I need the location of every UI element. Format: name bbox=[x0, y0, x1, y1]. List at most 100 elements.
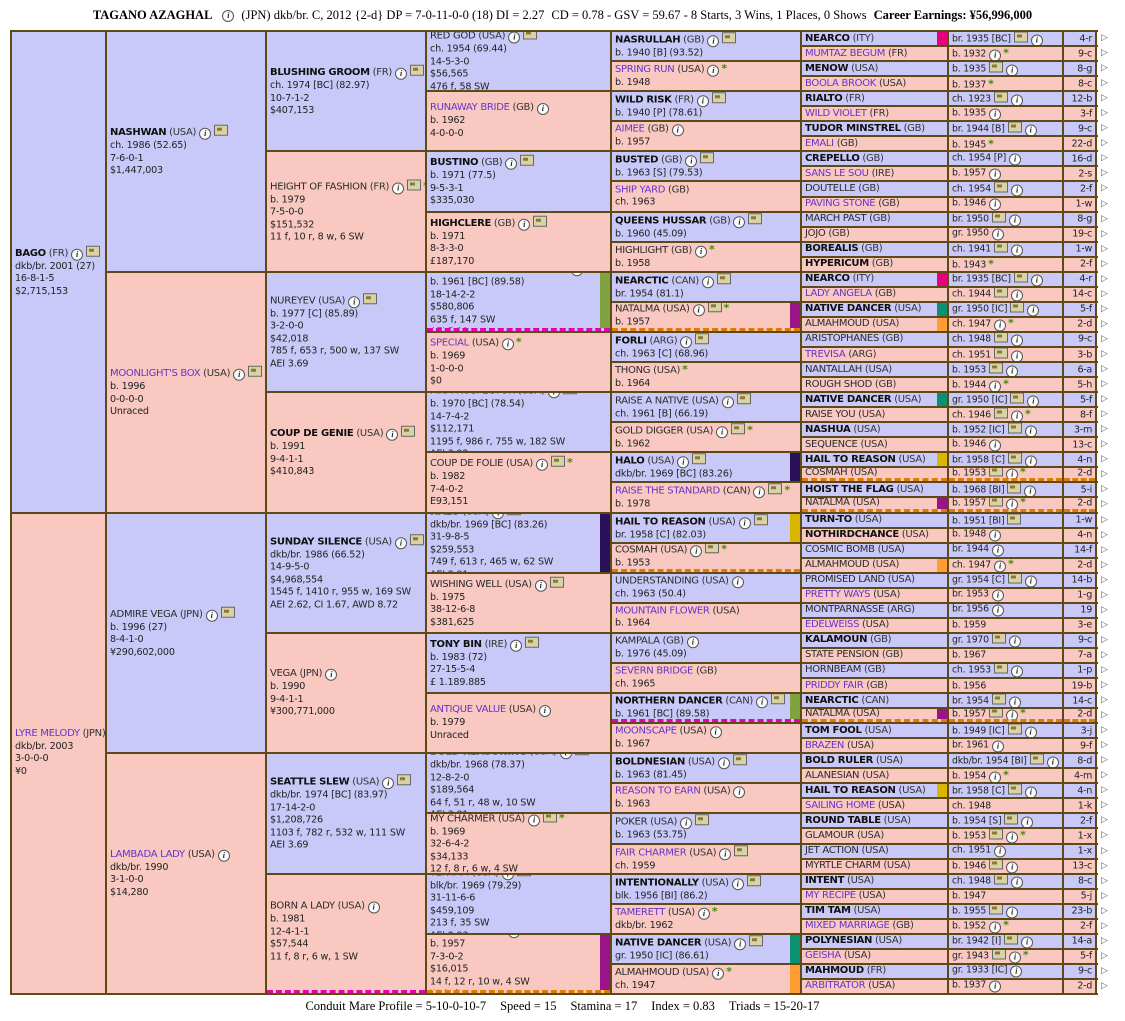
horse-name[interactable]: ALMAHMOUD bbox=[805, 318, 870, 330]
horse-photo-icon[interactable] bbox=[753, 513, 768, 525]
horse-photo-icon[interactable] bbox=[991, 949, 1006, 960]
horse-photo-icon[interactable] bbox=[1013, 272, 1028, 283]
info-icon[interactable]: i bbox=[536, 459, 549, 472]
info-icon[interactable]: i bbox=[677, 456, 690, 469]
horse-name[interactable]: TONY BIN bbox=[430, 638, 482, 650]
horse-name[interactable]: UNDERSTANDING bbox=[615, 574, 699, 586]
horse-photo-icon[interactable] bbox=[993, 408, 1008, 419]
info-icon[interactable]: i bbox=[993, 560, 1006, 572]
horse-name[interactable]: HAIL TO REASON bbox=[805, 453, 896, 465]
horse-name[interactable]: MIXED MARRIAGE bbox=[805, 920, 890, 932]
horse-photo-icon[interactable] bbox=[549, 576, 564, 588]
expand-arrow[interactable]: ▷ bbox=[1097, 874, 1112, 888]
horse-name[interactable]: POKER bbox=[615, 816, 648, 828]
info-icon[interactable]: i bbox=[671, 124, 684, 137]
info-icon[interactable]: i bbox=[1006, 861, 1019, 873]
info-icon[interactable]: i bbox=[733, 215, 746, 228]
horse-photo-icon[interactable] bbox=[1010, 302, 1025, 313]
horse-name[interactable]: TUDOR MINSTREL bbox=[805, 122, 901, 134]
expand-arrow[interactable]: ▷ bbox=[1097, 182, 1112, 196]
horse-name[interactable]: COSMAH bbox=[615, 544, 658, 556]
info-icon[interactable]: i bbox=[222, 9, 235, 22]
expand-arrow[interactable]: ▷ bbox=[1097, 302, 1112, 316]
horse-name[interactable]: MOONSCAPE bbox=[615, 725, 677, 737]
horse-name[interactable]: NEARCO bbox=[805, 273, 850, 285]
expand-arrow[interactable]: ▷ bbox=[1097, 363, 1112, 377]
expand-arrow[interactable]: ▷ bbox=[1097, 453, 1112, 467]
expand-arrow[interactable]: ▷ bbox=[1097, 483, 1112, 497]
info-icon[interactable]: i bbox=[1006, 468, 1019, 479]
expand-arrow[interactable]: ▷ bbox=[1097, 393, 1112, 407]
horse-name[interactable]: CREPELLO bbox=[805, 152, 860, 164]
horse-name[interactable]: ALMAHMOUD bbox=[615, 966, 680, 978]
horse-photo-icon[interactable] bbox=[734, 844, 749, 856]
horse-name[interactable]: HORNBEAM bbox=[805, 664, 862, 676]
horse-photo-icon[interactable] bbox=[993, 332, 1008, 343]
horse-name[interactable]: SEQUENCE bbox=[805, 438, 858, 450]
horse-photo-icon[interactable] bbox=[748, 212, 763, 224]
info-icon[interactable]: i bbox=[1024, 425, 1037, 437]
info-icon[interactable]: i bbox=[1010, 184, 1023, 196]
horse-name[interactable]: NATALMA bbox=[430, 935, 475, 937]
info-icon[interactable]: i bbox=[709, 726, 722, 739]
horse-photo-icon[interactable] bbox=[993, 182, 1008, 193]
expand-arrow[interactable]: ▷ bbox=[1097, 784, 1112, 798]
info-icon[interactable]: i bbox=[1010, 334, 1023, 346]
info-icon[interactable]: i bbox=[989, 529, 1002, 542]
horse-name[interactable]: NORTHERN DANCER bbox=[615, 694, 723, 706]
info-icon[interactable]: i bbox=[1021, 816, 1034, 828]
horse-photo-icon[interactable] bbox=[736, 393, 751, 405]
expand-arrow[interactable]: ▷ bbox=[1097, 498, 1112, 512]
horse-name[interactable]: NATIVE DANCER bbox=[615, 937, 702, 949]
info-icon[interactable]: i bbox=[394, 67, 407, 80]
info-icon[interactable]: i bbox=[510, 639, 523, 652]
info-icon[interactable]: i bbox=[1024, 485, 1037, 497]
horse-photo-icon[interactable] bbox=[1010, 393, 1025, 404]
horse-name[interactable]: LAMBADA LADY bbox=[110, 848, 185, 860]
expand-arrow[interactable]: ▷ bbox=[1097, 152, 1112, 166]
horse-photo-icon[interactable] bbox=[732, 754, 747, 766]
horse-name[interactable]: NATALMA bbox=[805, 498, 850, 509]
horse-photo-icon[interactable] bbox=[991, 694, 1006, 705]
expand-arrow[interactable]: ▷ bbox=[1097, 347, 1112, 362]
info-icon[interactable]: i bbox=[1027, 304, 1040, 316]
horse-name[interactable]: RUNAWAY BRIDE bbox=[430, 102, 510, 114]
info-icon[interactable]: i bbox=[1008, 696, 1021, 708]
info-icon[interactable]: i bbox=[1030, 274, 1043, 286]
horse-name[interactable]: WISHING WELL bbox=[430, 578, 502, 590]
horse-name[interactable]: HALO bbox=[430, 514, 460, 517]
horse-name[interactable]: FORLI bbox=[615, 335, 647, 347]
horse-photo-icon[interactable] bbox=[768, 483, 783, 495]
expand-arrow[interactable]: ▷ bbox=[1097, 438, 1112, 452]
horse-photo-icon[interactable] bbox=[989, 829, 1004, 840]
horse-photo-icon[interactable] bbox=[407, 179, 422, 191]
horse-photo-icon[interactable] bbox=[551, 456, 566, 468]
info-icon[interactable]: i bbox=[534, 579, 547, 592]
info-icon[interactable]: i bbox=[695, 245, 708, 258]
horse-name[interactable]: NASHWAN bbox=[110, 127, 167, 139]
horse-photo-icon[interactable] bbox=[989, 859, 1004, 870]
expand-arrow[interactable]: ▷ bbox=[1097, 769, 1112, 783]
info-icon[interactable]: i bbox=[1030, 34, 1043, 46]
info-icon[interactable]: i bbox=[1010, 94, 1023, 106]
info-icon[interactable]: i bbox=[217, 849, 230, 862]
horse-photo-icon[interactable] bbox=[1007, 724, 1022, 735]
horse-name[interactable]: MENOW bbox=[805, 62, 849, 74]
horse-name[interactable]: QUEENS HUSSAR bbox=[615, 214, 707, 226]
info-icon[interactable]: i bbox=[505, 158, 518, 171]
expand-arrow[interactable]: ▷ bbox=[1097, 844, 1112, 858]
horse-name[interactable]: EDELWEISS bbox=[805, 619, 860, 631]
horse-name[interactable]: TENTAM bbox=[430, 875, 469, 878]
info-icon[interactable]: i bbox=[696, 95, 709, 108]
info-icon[interactable]: i bbox=[71, 248, 84, 261]
info-icon[interactable]: i bbox=[991, 228, 1004, 241]
horse-photo-icon[interactable] bbox=[248, 365, 263, 377]
horse-name[interactable]: BORN A LADY bbox=[270, 900, 335, 912]
horse-name[interactable]: HALO bbox=[615, 455, 645, 467]
info-icon[interactable]: i bbox=[205, 609, 218, 622]
horse-name[interactable]: NORTHERN DANCER bbox=[430, 273, 538, 275]
horse-photo-icon[interactable] bbox=[692, 453, 707, 465]
horse-name[interactable]: NOTHIRDCHANCE bbox=[805, 528, 899, 540]
horse-name[interactable]: BRAZEN bbox=[805, 739, 845, 751]
expand-arrow[interactable]: ▷ bbox=[1097, 859, 1112, 873]
